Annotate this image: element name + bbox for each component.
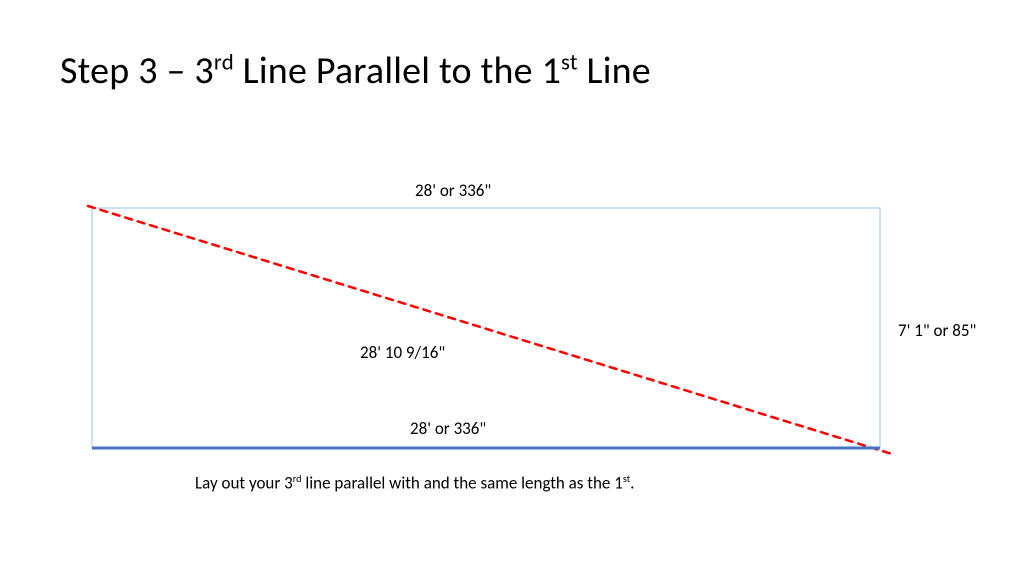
caption-sup1: rd: [293, 472, 302, 485]
caption-part3: .: [630, 473, 634, 494]
caption-part2: line parallel with and the same length a…: [302, 473, 623, 494]
slide-caption: Lay out your 3rd line parallel with and …: [195, 472, 634, 494]
dimension-label-top: 28' or 336": [415, 180, 491, 201]
dimension-label-right: 7' 1" or 85": [898, 320, 976, 341]
slide: Step 3 – 3rd Line Parallel to the 1st Li…: [0, 0, 1024, 576]
caption-part1: Lay out your 3: [195, 473, 293, 494]
dimension-label-bottom: 28' or 336": [410, 418, 486, 439]
dimension-label-diagonal: 28' 10 9/16": [360, 342, 445, 363]
diagonal-line: [88, 206, 892, 454]
